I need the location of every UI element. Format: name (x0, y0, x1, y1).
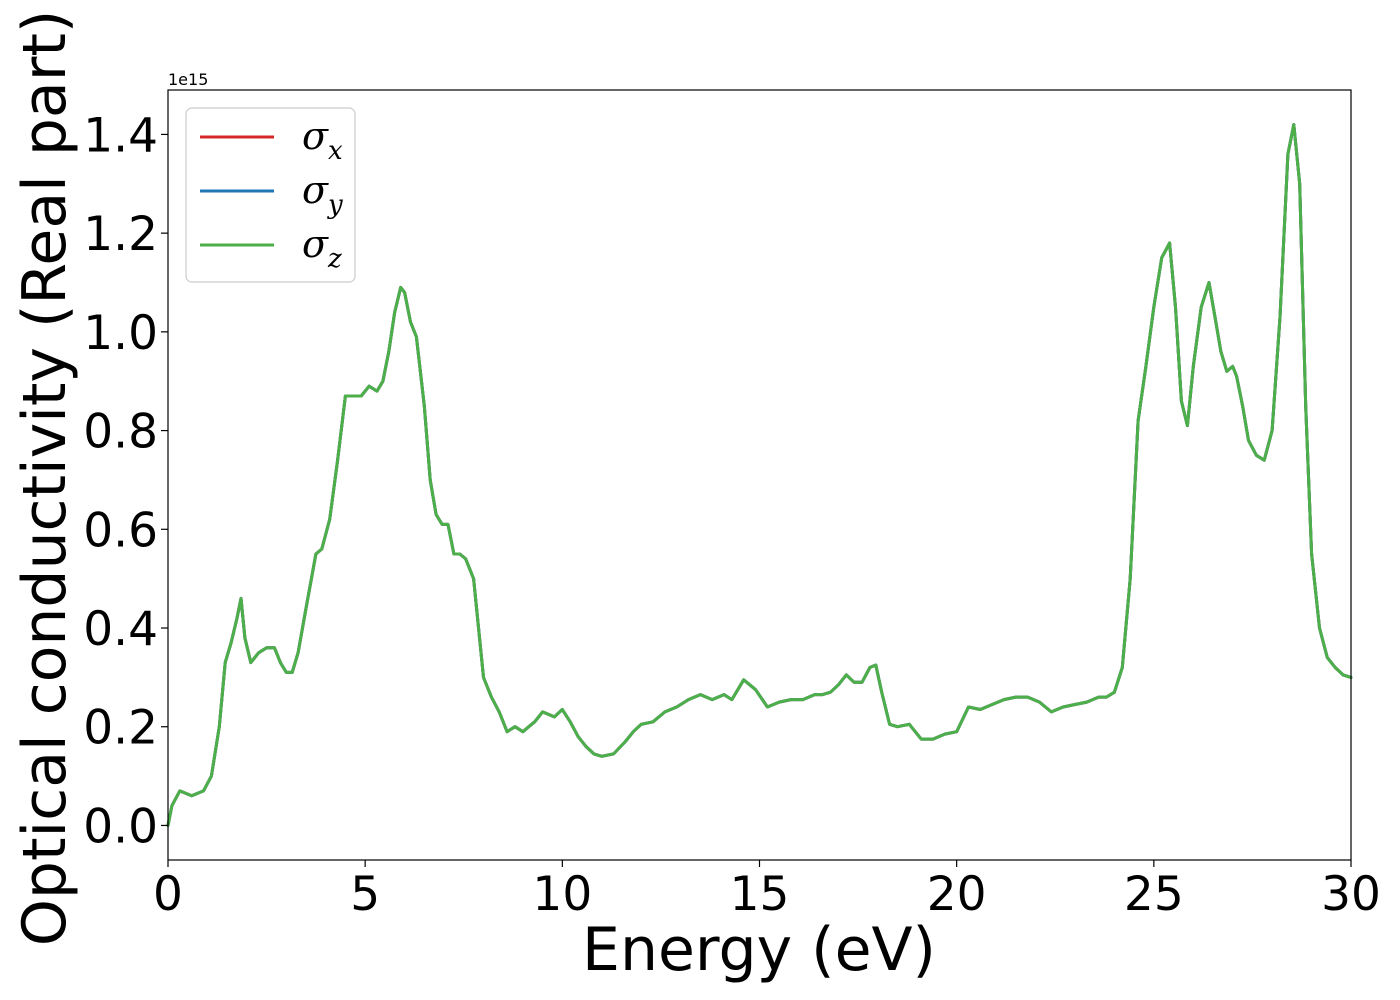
y-offset-text: 1e15 (168, 70, 208, 89)
legend-label-x: σx (302, 114, 343, 166)
y-tick-label: 1.0 (83, 306, 158, 361)
x-axis: 0 5 10 15 20 25 30 (153, 860, 1381, 922)
legend-label-y: σy (302, 168, 343, 220)
legend-symbol: σ (302, 168, 329, 212)
x-axis-label: Energy (eV) (582, 915, 936, 985)
y-axis-label: Optical conductivity (Real part) (10, 10, 80, 947)
y-tick-label: 0.4 (83, 602, 158, 657)
legend-symbol: σ (302, 114, 329, 158)
y-tick-label: 0.6 (83, 503, 158, 558)
legend-symbol: σ (302, 222, 329, 266)
x-tick-label: 0 (153, 867, 183, 922)
legend-subscript: y (327, 190, 343, 220)
y-tick-label: 1.2 (83, 207, 158, 262)
y-axis: 0.0 0.2 0.4 0.6 0.8 1.0 1.2 1.4 (83, 108, 168, 854)
x-tick-label: 30 (1321, 867, 1381, 922)
series-line-z (166, 123, 1353, 827)
legend-box (185, 107, 356, 283)
legend-label-z: σz (302, 222, 342, 274)
x-tick-label: 20 (927, 867, 987, 922)
legend-subscript: z (327, 244, 342, 274)
x-tick-label: 10 (532, 867, 592, 922)
x-tick-label: 5 (350, 867, 380, 922)
y-tick-label: 0.0 (83, 799, 158, 854)
series-layer (166, 123, 1353, 827)
legend-subscript: x (328, 136, 343, 166)
y-tick-label: 0.2 (83, 701, 158, 756)
y-tick-label: 1.4 (83, 108, 158, 163)
y-tick-label: 0.8 (83, 405, 158, 460)
x-tick-label: 15 (730, 867, 790, 922)
x-tick-label: 25 (1124, 867, 1184, 922)
